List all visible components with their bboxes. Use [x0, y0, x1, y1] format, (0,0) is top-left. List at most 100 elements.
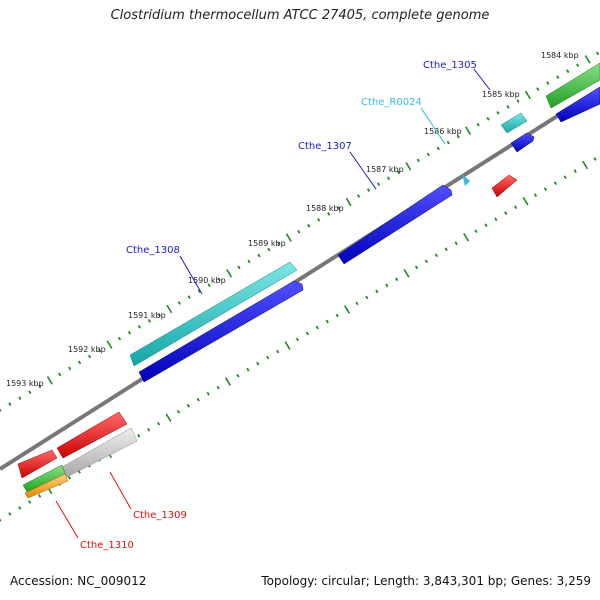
gene-cthe-r0024[interactable] — [462, 174, 470, 186]
minor-tick — [176, 409, 181, 414]
major-tick — [522, 196, 529, 206]
minor-tick — [206, 391, 210, 396]
map-title: Clostridium thermocellum ATCC 27405, com… — [110, 8, 490, 23]
kbp-label: 1590 kbp — [188, 276, 226, 285]
minor-tick — [78, 360, 82, 365]
leader-line — [55, 500, 79, 539]
minor-tick — [216, 385, 220, 390]
minor-tick — [58, 372, 62, 377]
major-tick — [582, 160, 589, 170]
kbp-label: 1588 kbp — [306, 204, 344, 213]
minor-tick — [553, 181, 557, 185]
minor-tick — [305, 331, 309, 336]
gene-cthe-1305[interactable] — [500, 112, 528, 134]
minor-tick — [375, 289, 379, 294]
major-tick — [285, 233, 292, 242]
minor-tick — [0, 518, 2, 522]
minor-tick — [337, 206, 341, 210]
minor-tick — [327, 212, 331, 216]
minor-tick — [217, 277, 221, 282]
minor-tick — [446, 140, 450, 145]
kbp-label: 1587 kbp — [366, 165, 404, 174]
minor-tick — [335, 313, 339, 318]
topology-text: Topology: circular; Length: 3,843,301 bp… — [261, 574, 591, 588]
gene-label-cthe-1305[interactable]: Cthe_1305 — [423, 60, 477, 71]
minor-tick — [196, 397, 200, 402]
minor-tick — [593, 157, 597, 161]
minor-tick — [543, 187, 548, 191]
minor-tick — [127, 330, 132, 335]
minor-tick — [576, 63, 580, 68]
gene-label-cthe-r0024[interactable]: Cthe_R0024 — [361, 97, 422, 108]
minor-tick — [187, 295, 191, 299]
minor-tick — [237, 265, 241, 270]
major-tick — [405, 162, 412, 171]
minor-tick — [516, 99, 520, 103]
kbp-labels: 1584 kbp 1585 kbp 1586 kbp 1587 kbp 1588… — [6, 51, 579, 388]
kbp-label: 1585 kbp — [482, 90, 520, 99]
kbp-label: 1586 kbp — [424, 127, 462, 136]
gene-label-cthe-1309[interactable]: Cthe_1309 — [133, 510, 187, 521]
major-tick — [106, 340, 113, 349]
minor-tick — [297, 229, 301, 234]
minor-tick — [267, 247, 271, 252]
minor-tick — [476, 122, 480, 127]
minor-tick — [68, 366, 72, 371]
minor-tick — [28, 390, 32, 395]
minor-tick — [563, 175, 567, 179]
minor-tick — [496, 111, 500, 115]
minor-tick — [266, 355, 270, 360]
minor-tick — [456, 134, 460, 139]
minor-tick — [414, 265, 419, 270]
minor-tick — [98, 348, 102, 353]
kbp-label: 1589 kbp — [248, 239, 286, 248]
minor-tick — [256, 361, 260, 366]
leader-line — [473, 68, 491, 91]
minor-tick — [436, 146, 440, 151]
gene-labels: Cthe_1305 Cthe_R0024 Cthe_1307 Cthe_1308… — [55, 60, 491, 551]
gene-feature-red[interactable] — [491, 174, 518, 198]
gene-cthe-1308[interactable] — [129, 261, 298, 367]
gene-feature-blue[interactable] — [138, 280, 304, 383]
minor-tick — [67, 476, 71, 480]
gene-label-cthe-1307[interactable]: Cthe_1307 — [298, 141, 352, 152]
major-tick — [344, 305, 351, 314]
gene-cthe-1307[interactable] — [337, 184, 453, 265]
leader-line — [349, 151, 377, 190]
gene-cthe-1309[interactable] — [56, 411, 128, 459]
minor-tick — [486, 116, 490, 121]
minor-tick — [276, 349, 280, 354]
kbp-label: 1584 kbp — [541, 51, 579, 60]
minor-tick — [546, 81, 550, 85]
major-tick — [465, 126, 472, 135]
minor-tick — [504, 211, 508, 216]
major-tick — [524, 90, 531, 100]
leader-line — [179, 255, 203, 295]
minor-tick — [556, 75, 560, 79]
minor-tick — [207, 283, 211, 288]
gene-label-cthe-1310[interactable]: Cthe_1310 — [80, 540, 134, 551]
gene-label-cthe-1308[interactable]: Cthe_1308 — [126, 245, 180, 256]
minor-tick — [454, 241, 458, 246]
gene-feature-blue[interactable] — [510, 132, 535, 153]
minor-tick — [506, 105, 510, 109]
gene-feature-blue[interactable] — [555, 86, 600, 123]
minor-tick — [236, 373, 240, 378]
minor-tick — [494, 217, 498, 222]
gene-cthe-1310[interactable] — [24, 473, 69, 499]
minor-tick — [356, 194, 361, 198]
minor-tick — [434, 253, 438, 258]
gene-feature-red[interactable] — [17, 449, 58, 479]
major-tick — [463, 232, 470, 242]
minor-tick — [325, 319, 329, 324]
kbp-label: 1593 kbp — [6, 379, 44, 388]
minor-tick — [38, 384, 42, 389]
gene-feature-green[interactable] — [545, 62, 600, 109]
kbp-label: 1592 kbp — [68, 345, 106, 354]
minor-tick — [365, 295, 369, 300]
minor-tick — [177, 301, 181, 305]
major-tick — [46, 376, 53, 385]
major-tick — [584, 55, 591, 64]
minor-tick — [147, 319, 151, 323]
